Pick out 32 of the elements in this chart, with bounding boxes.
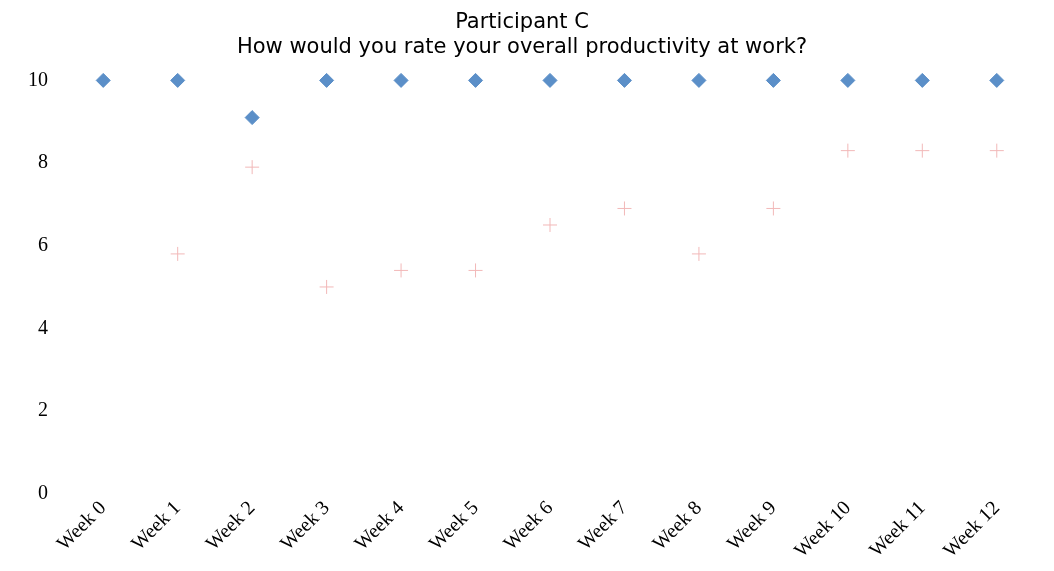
point: [840, 72, 856, 88]
y-tick-label: 2: [38, 398, 48, 421]
point: [765, 72, 781, 88]
point: [840, 143, 856, 159]
point: [765, 200, 781, 216]
point: [170, 72, 186, 88]
point: [468, 72, 484, 88]
point: [691, 72, 707, 88]
chart-subtitle: How would you rate your overall productivity at work?: [236, 34, 808, 59]
point: [616, 72, 632, 88]
point: [319, 279, 335, 295]
point: [914, 143, 930, 159]
point: [244, 110, 260, 126]
point: [542, 217, 558, 233]
x-tick-label: Week 11: [864, 495, 929, 561]
y-tick-label: 10: [28, 67, 48, 90]
point: [393, 262, 409, 278]
point: [691, 246, 707, 262]
point: [914, 72, 930, 88]
point: [989, 72, 1005, 88]
point: [319, 72, 335, 88]
y-tick-label: 8: [38, 150, 48, 173]
y-tick-label: 4: [38, 315, 48, 338]
y-tick-label: 6: [38, 232, 48, 255]
point: [170, 246, 186, 262]
point: [244, 159, 260, 175]
point: [393, 72, 409, 88]
point: [989, 143, 1005, 159]
point: [95, 72, 111, 88]
chart-title: Participant C: [455, 9, 589, 34]
y-tick-label: 0: [38, 480, 48, 503]
point: [542, 72, 558, 88]
